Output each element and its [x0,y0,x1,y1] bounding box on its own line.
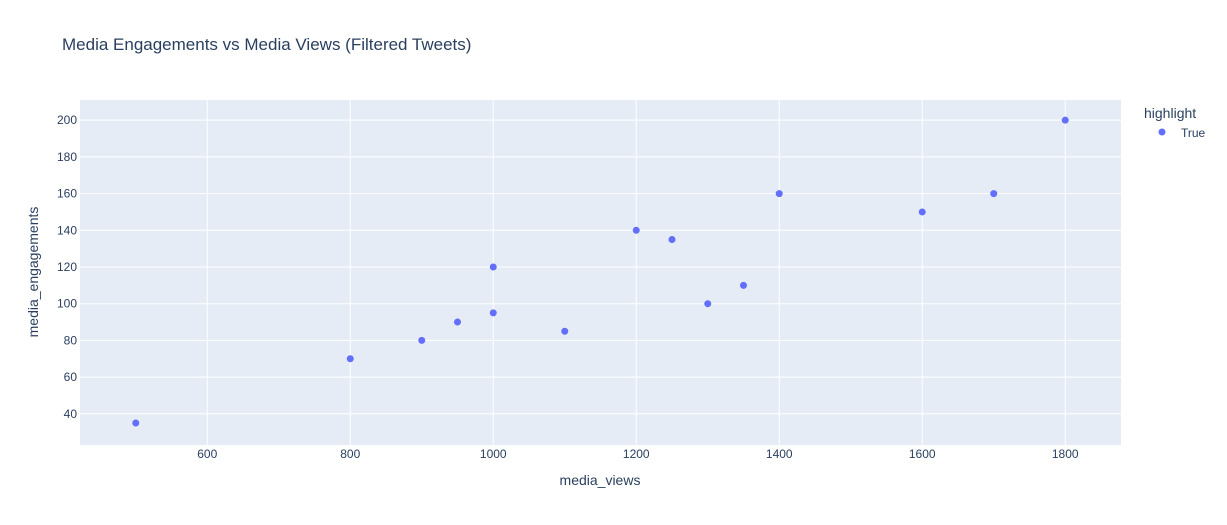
y-tick-label: 200 [57,113,77,127]
y-tick-label: 180 [57,150,77,164]
x-tick-label: 1800 [1052,447,1079,461]
data-point[interactable] [918,208,926,216]
data-point[interactable] [346,355,354,363]
data-points [132,116,1069,427]
data-point[interactable] [418,336,426,344]
data-point[interactable] [704,300,712,308]
x-axis-title: media_views [560,472,641,488]
plot-area [80,100,1121,445]
x-tick-label: 1000 [480,447,507,461]
data-point[interactable] [489,309,497,317]
data-point[interactable] [454,318,462,326]
y-tick-label: 120 [57,260,77,274]
x-tick-label: 1600 [909,447,936,461]
legend-entry-true[interactable]: True [1181,126,1206,140]
legend-marker-icon[interactable] [1158,128,1166,136]
grid-lines [80,100,1121,445]
y-tick-label: 140 [57,223,77,237]
chart-title: Media Engagements vs Media Views (Filter… [62,35,471,54]
y-tick-label: 80 [64,333,78,347]
y-tick-label: 40 [64,407,78,421]
x-tick-label: 1400 [766,447,793,461]
data-point[interactable] [775,190,783,198]
data-point[interactable] [990,190,998,198]
data-point[interactable] [632,226,640,234]
y-tick-label: 160 [57,187,77,201]
x-tick-label: 600 [197,447,217,461]
x-tick-label: 800 [340,447,360,461]
y-tick-label: 100 [57,297,77,311]
data-point[interactable] [739,281,747,289]
legend: highlight True [1144,105,1206,140]
data-point[interactable] [132,419,140,427]
y-axis-title: media_engagements [25,207,41,338]
data-point[interactable] [561,327,569,335]
data-point[interactable] [668,235,676,243]
x-tick-label: 1200 [623,447,650,461]
data-point[interactable] [489,263,497,271]
y-axis-ticks: 40 60 80 100 120 140 160 180 200 [57,113,77,421]
y-tick-label: 60 [64,370,78,384]
x-axis-ticks: 600 800 1000 1200 1400 1600 1800 [197,447,1079,461]
data-point[interactable] [1061,116,1069,124]
legend-title: highlight [1144,105,1196,121]
